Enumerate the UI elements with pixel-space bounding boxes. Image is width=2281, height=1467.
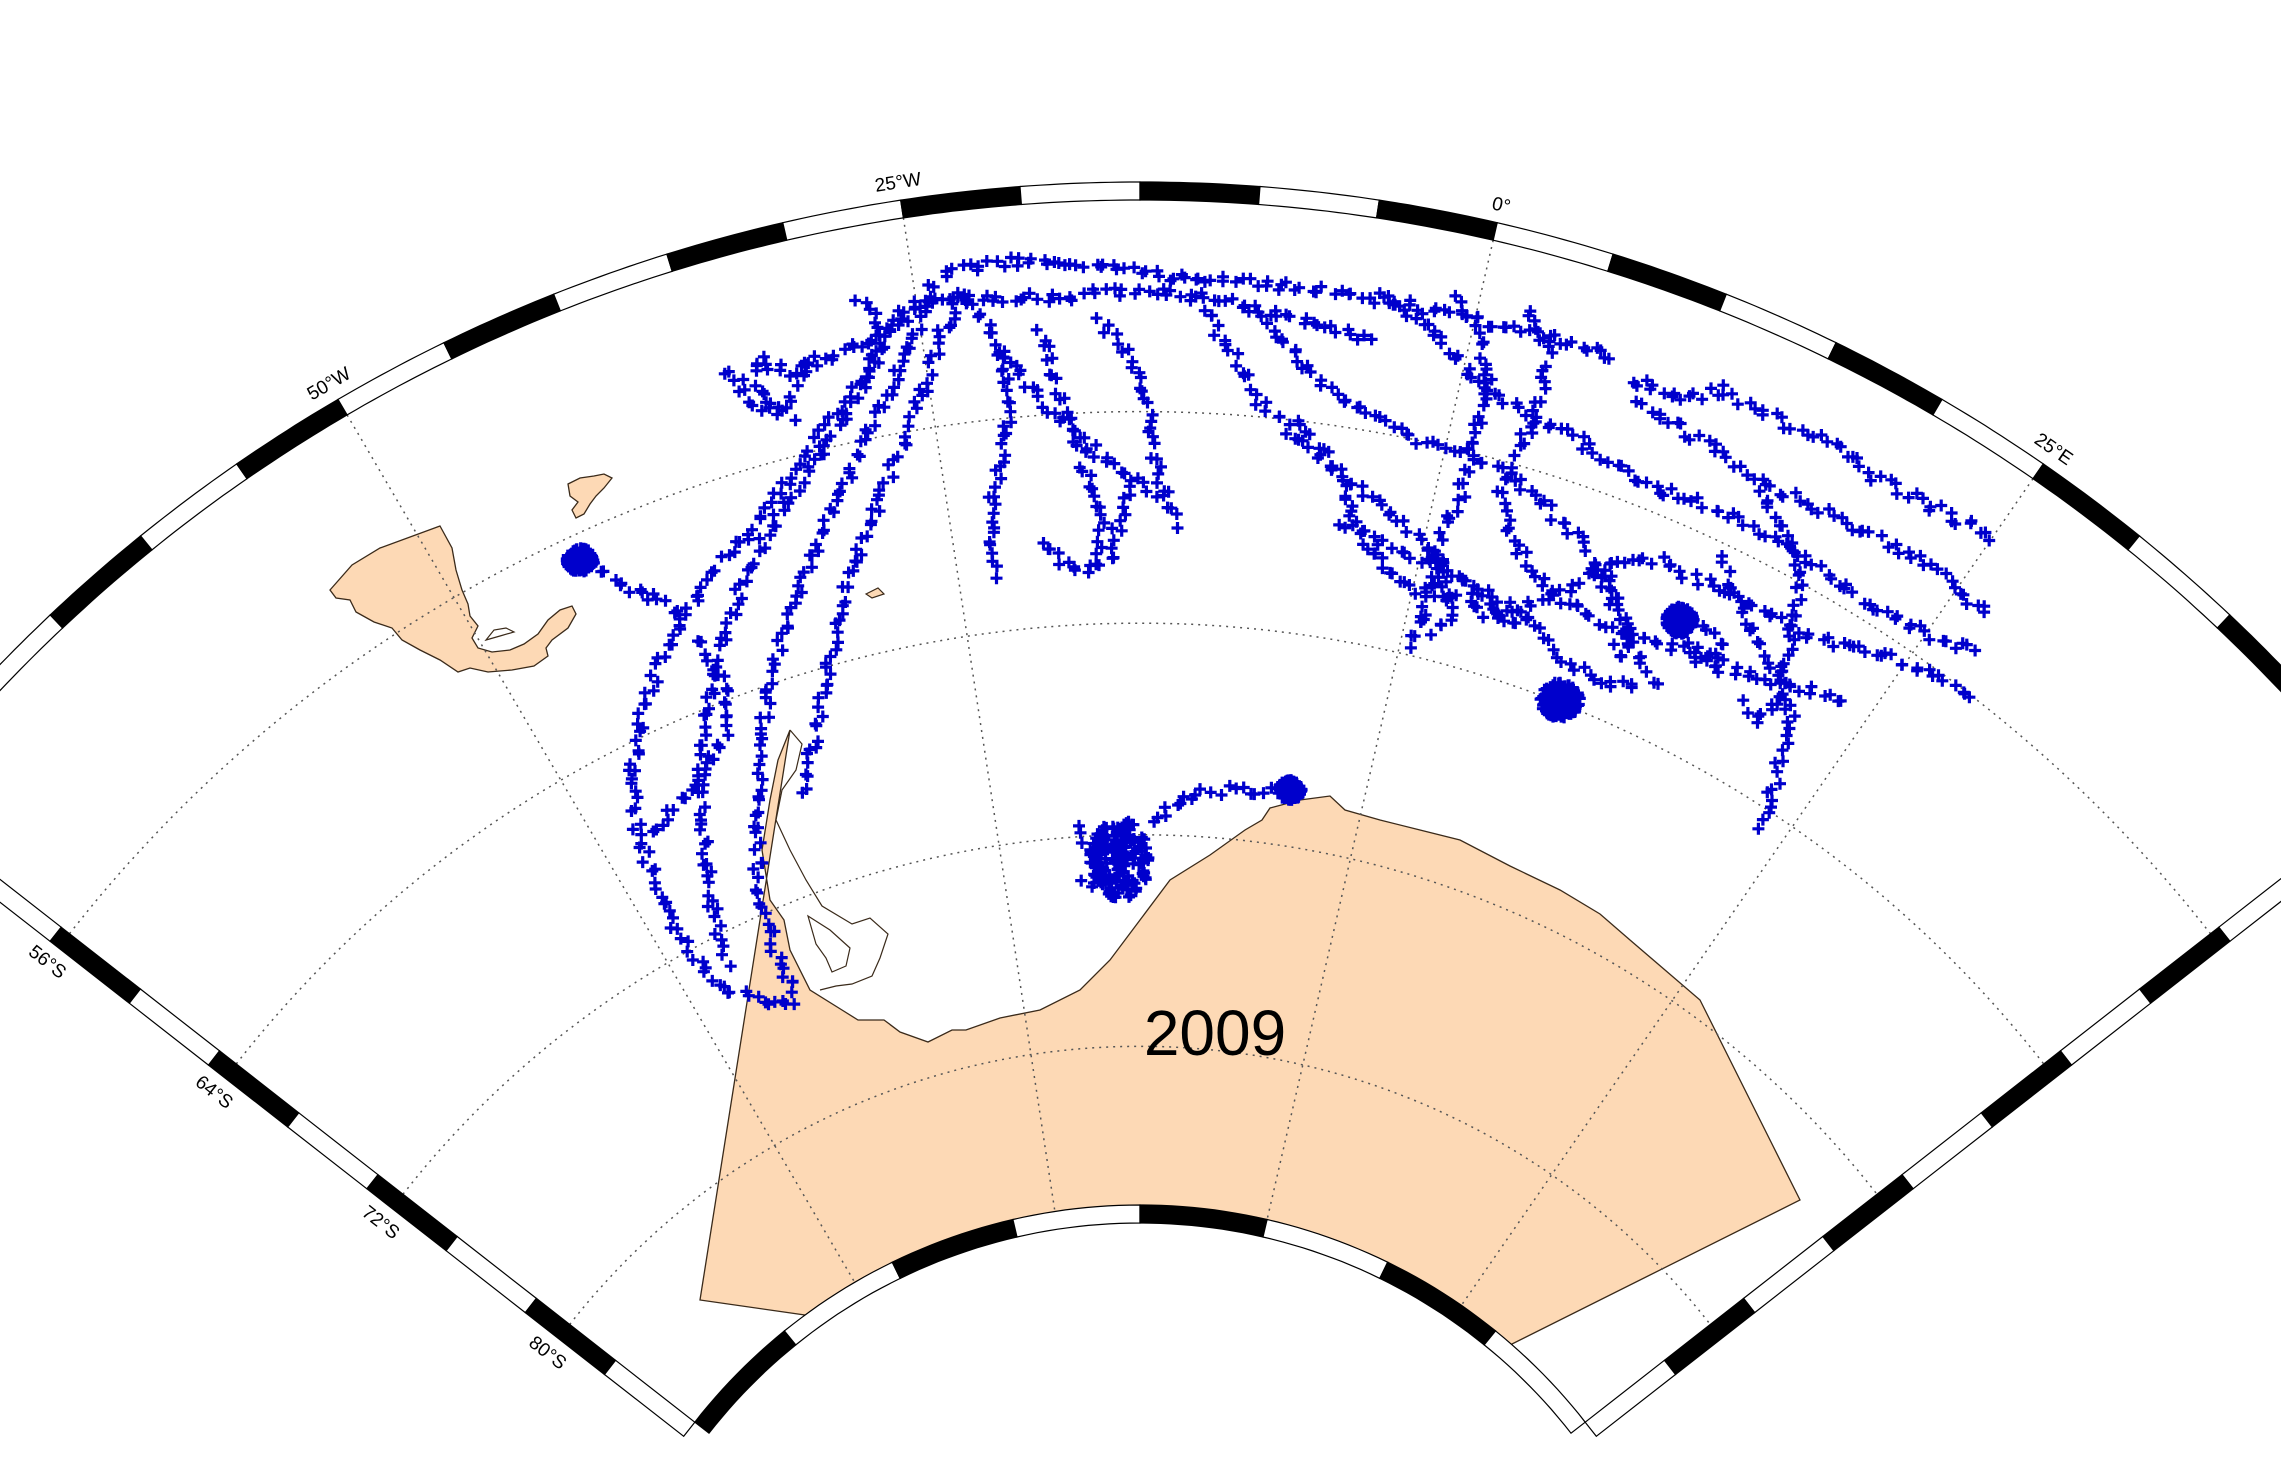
frame-band-segment xyxy=(2216,614,2281,693)
falkland-islands-land xyxy=(567,473,614,519)
frame-band-segment xyxy=(1483,1330,1587,1435)
map-frame xyxy=(0,181,2281,1438)
graticule-lines xyxy=(68,217,2212,1325)
south-america-land xyxy=(329,525,577,673)
tierra-del-fuego-land xyxy=(484,627,516,642)
float-tracks xyxy=(560,251,1996,1011)
year-label: 2009 xyxy=(1144,997,1286,1069)
frame-band-segment xyxy=(603,1359,696,1438)
latitude-line xyxy=(569,1045,1711,1325)
weddell-coast-detail xyxy=(775,729,889,991)
longitude-label: 25°W xyxy=(873,169,922,197)
peninsula-inlet xyxy=(806,914,851,973)
latitude-line xyxy=(68,410,2212,935)
longitude-label: 0° xyxy=(1490,193,1512,218)
south-georgia-land xyxy=(864,587,886,599)
float-track-markers xyxy=(560,251,1996,1011)
latitude-line xyxy=(402,833,1878,1195)
frame-band-segment xyxy=(1584,1359,1677,1438)
